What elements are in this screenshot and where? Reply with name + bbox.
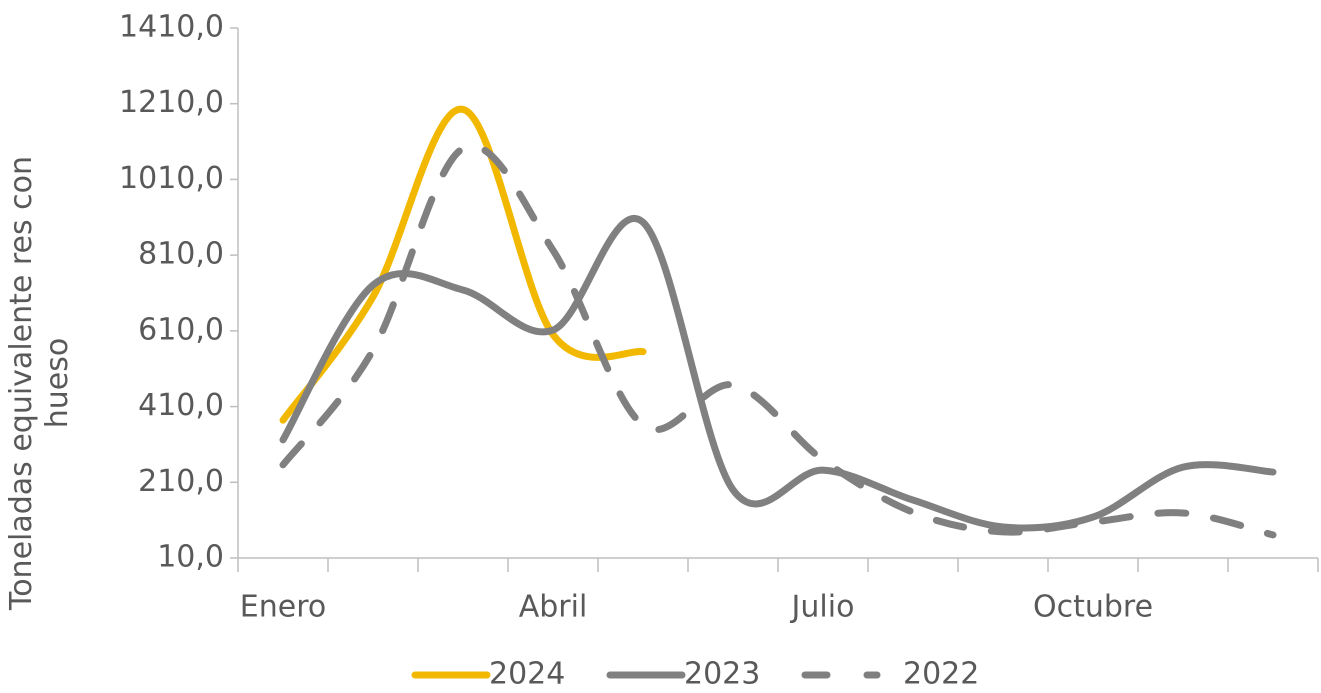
- series-line: [279, 105, 647, 424]
- y-tick-label: 810,0: [138, 237, 224, 272]
- y-tick-label: 1410,0: [119, 10, 224, 45]
- y-tick-label: 210,0: [138, 464, 224, 499]
- legend-label: 2023: [684, 657, 760, 692]
- y-tick-label: 1010,0: [119, 161, 224, 196]
- x-tick-label: Octubre: [1033, 590, 1153, 625]
- y-tick-label: 10,0: [157, 540, 224, 575]
- series-line: [279, 142, 1277, 539]
- y-tick-label: 610,0: [138, 312, 224, 347]
- legend-label: 2022: [903, 657, 979, 692]
- x-tick-label: Abril: [519, 590, 588, 625]
- y-tick-label: 410,0: [138, 388, 224, 423]
- x-tick-label: Enero: [240, 590, 326, 625]
- y-axis-title-line: hueso: [40, 338, 75, 428]
- y-axis-title-line: Toneladas equivalente res con: [4, 156, 39, 611]
- legend-label: 2024: [489, 657, 565, 692]
- y-axis-title: Toneladas equivalente res conhueso: [4, 156, 75, 611]
- y-tick-label: 1210,0: [119, 85, 224, 120]
- series-line: [279, 215, 1277, 532]
- x-tick-label: Julio: [790, 590, 855, 625]
